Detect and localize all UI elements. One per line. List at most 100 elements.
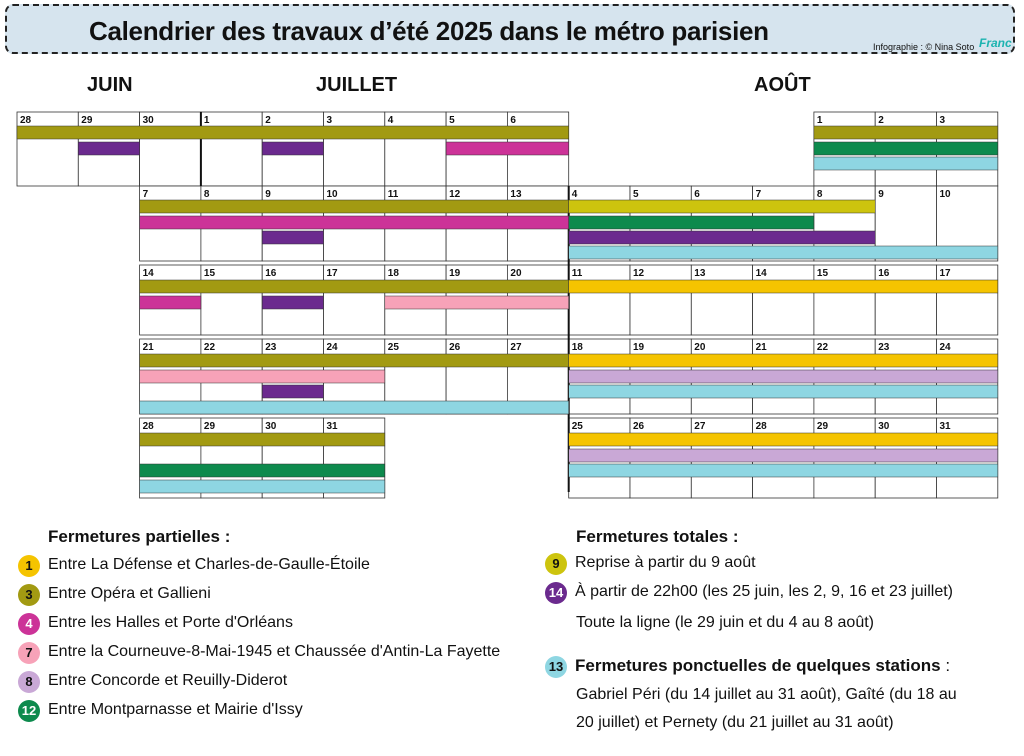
calendar-cell: [323, 111, 386, 187]
partial-closure-text: Entre Opéra et Gallieni: [48, 585, 211, 602]
day-number: 15: [204, 268, 216, 279]
day-number: 25: [572, 421, 584, 432]
calendar-cell: [139, 111, 202, 187]
calendar-cell: [16, 111, 79, 187]
closure-bar-line13: [568, 245, 999, 260]
closure-bar-line7: [139, 369, 386, 384]
month-june: JUIN: [87, 74, 133, 96]
day-number: 23: [265, 342, 277, 353]
calendar-cell: [690, 264, 753, 336]
day-number: 2: [878, 115, 884, 126]
day-number: 9: [878, 189, 884, 200]
day-number: 3: [327, 115, 333, 126]
punctual-closures-text-1: Gabriel Péri (du 14 juillet au 31 août),…: [576, 686, 957, 703]
closure-bar-line3: [139, 432, 386, 447]
day-number: 7: [756, 189, 762, 200]
day-number: 20: [510, 268, 522, 279]
day-number: 28: [20, 115, 32, 126]
line-7-badge: 7: [18, 642, 40, 664]
closure-bar-line4: [139, 215, 569, 230]
day-number: 13: [694, 268, 706, 279]
day-number: 7: [143, 189, 149, 200]
day-number: 24: [327, 342, 339, 353]
partial-closure-text: Entre Montparnasse et Mairie d'Issy: [48, 701, 303, 718]
day-number: 17: [327, 268, 339, 279]
closure-bar-line14: [78, 141, 140, 156]
calendar-cell: [568, 264, 631, 336]
calendar-cell: [200, 111, 263, 187]
day-number: 30: [265, 421, 277, 432]
day-number: 31: [327, 421, 339, 432]
day-number: 23: [878, 342, 890, 353]
calendar-cell: [936, 264, 999, 336]
closure-bar-line12: [139, 463, 386, 478]
total-closure-item: 14 À partir de 22h00 (les 25 juin, les 2,…: [545, 582, 1024, 606]
day-number: 1: [817, 115, 823, 126]
day-number: 12: [633, 268, 645, 279]
closure-bar-line3: [813, 125, 999, 140]
day-number: 11: [572, 268, 583, 279]
closure-bar-line13: [139, 479, 386, 494]
day-number: 29: [204, 421, 216, 432]
line-3-badge: 3: [18, 584, 40, 606]
day-number: 21: [756, 342, 768, 353]
closure-bar-line8: [568, 448, 999, 463]
total-closure-extra: Toute la ligne (le 29 juin et du 4 au 8 …: [576, 614, 874, 631]
closure-bar-line13: [568, 384, 999, 399]
day-number: 9: [265, 189, 271, 200]
day-number: 14: [143, 268, 155, 279]
line-13-badge: 13: [545, 656, 567, 678]
title-banner: Calendrier des travaux d’été 2025 dans l…: [5, 4, 1015, 54]
closure-bar-line14: [261, 141, 324, 156]
day-number: 24: [940, 342, 952, 353]
punctual-closures: 13 Fermetures ponctuelles de quelques st…: [545, 656, 1005, 680]
day-number: 15: [817, 268, 829, 279]
line-12-badge: 12: [18, 700, 40, 722]
closure-bar-line3: [139, 353, 569, 368]
partial-closure-text: Entre la Courneuve-8-Mai-1945 et Chaussé…: [48, 643, 501, 660]
closure-bar-line9: [568, 199, 876, 214]
partial-closure-item: 8 Entre Concorde et Reuilly-Diderot: [18, 671, 498, 695]
day-number: 30: [878, 421, 890, 432]
day-number: 20: [694, 342, 706, 353]
partial-closure-text: Entre Concorde et Reuilly-Diderot: [48, 672, 288, 689]
punctual-closures-text-2: 20 juillet) et Pernety (du 21 juillet au…: [576, 714, 894, 731]
day-number: 26: [633, 421, 645, 432]
partial-closure-item: 1 Entre La Défense et Charles-de-Gaulle-É…: [18, 555, 498, 579]
closure-bar-line14: [261, 295, 324, 310]
day-number: 12: [449, 189, 461, 200]
day-number: 22: [204, 342, 216, 353]
partial-closure-item: 4 Entre les Halles et Porte d'Orléans: [18, 613, 498, 637]
day-number: 18: [388, 268, 400, 279]
day-number: 26: [449, 342, 461, 353]
line-8-badge: 8: [18, 671, 40, 693]
day-number: 3: [940, 115, 946, 126]
day-number: 28: [756, 421, 768, 432]
day-number: 8: [817, 189, 823, 200]
day-number: 1: [204, 115, 210, 126]
calendar-cell: [384, 111, 447, 187]
closure-bar-line3: [139, 199, 569, 214]
closure-bar-line13: [568, 463, 999, 478]
total-closure-item: 9 Reprise à partir du 9 août: [545, 553, 1024, 577]
day-number: 29: [817, 421, 829, 432]
day-number: 11: [388, 189, 399, 200]
day-number: 8: [204, 189, 210, 200]
day-number: 30: [143, 115, 155, 126]
closure-bar-line3: [139, 279, 569, 294]
calendar-cell: [629, 264, 692, 336]
day-number: 10: [327, 189, 339, 200]
line-4-badge: 4: [18, 613, 40, 635]
day-number: 13: [510, 189, 522, 200]
month-august: AOÛT: [754, 74, 811, 96]
day-number: 28: [143, 421, 155, 432]
closure-bar-line7: [384, 295, 569, 310]
day-number: 31: [940, 421, 952, 432]
day-number: 19: [633, 342, 645, 353]
line-14-badge: 14: [545, 582, 567, 604]
closure-bar-line3: [16, 125, 569, 140]
day-number: 29: [81, 115, 93, 126]
day-number: 18: [572, 342, 584, 353]
day-number: 2: [265, 115, 271, 126]
total-closure-text: À partir de 22h00 (les 25 juin, les 2, 9…: [575, 583, 953, 600]
